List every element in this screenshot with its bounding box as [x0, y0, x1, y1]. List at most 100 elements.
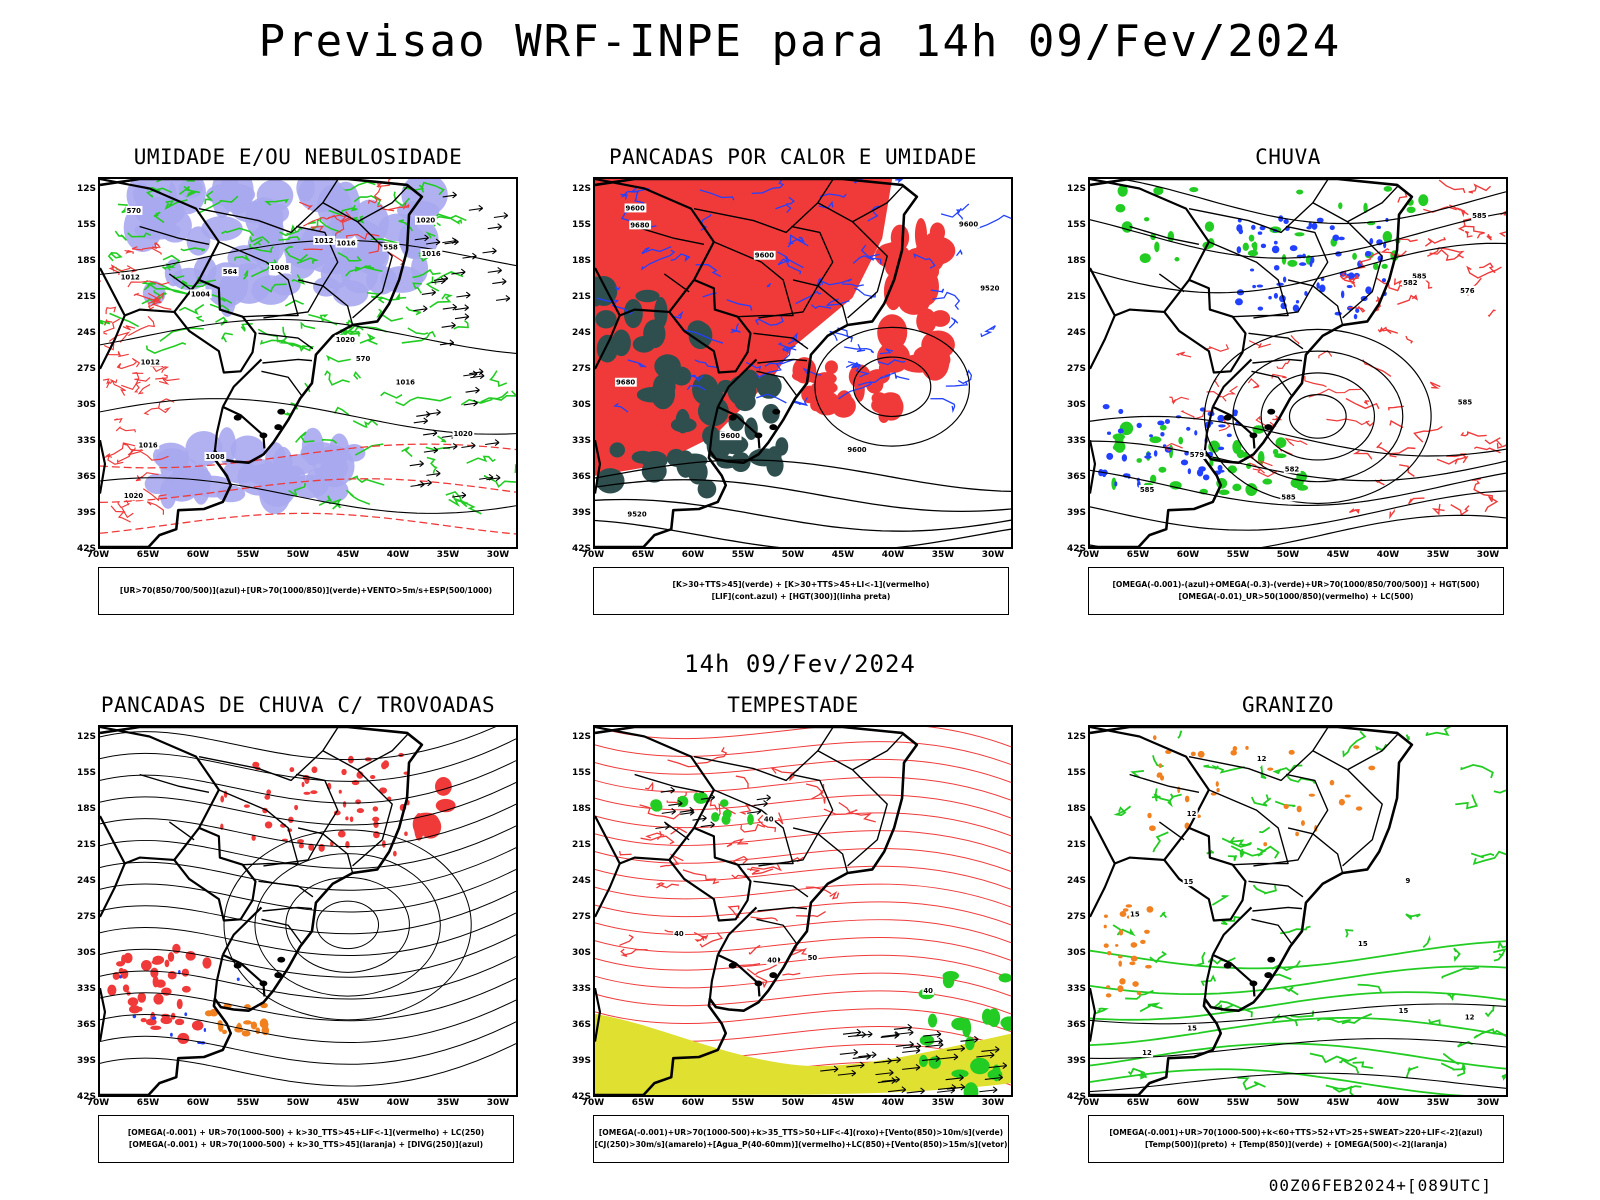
field-blob: [1242, 242, 1249, 251]
lat-tick-label: 24S: [571, 328, 591, 338]
lake-mark: [233, 414, 242, 421]
field-blob: [1292, 304, 1300, 312]
field-blob: [1106, 431, 1112, 435]
field-blob: [174, 1018, 185, 1026]
state-border: [139, 225, 210, 245]
contour-fragment: [359, 333, 378, 345]
contour-fragment: [1252, 468, 1277, 478]
wind-vector: [960, 1035, 979, 1043]
lat-tick-label: 39S: [571, 508, 591, 518]
label-bg: [762, 814, 775, 824]
contour-fragment: [957, 369, 973, 385]
contour-fragment: [137, 383, 151, 395]
contour-fragment: [1113, 805, 1132, 817]
field-blob: [913, 345, 943, 366]
field-blob: [1147, 812, 1152, 819]
field-blob: [756, 373, 782, 399]
country-border: [1090, 315, 1116, 370]
field-blob: [1159, 775, 1165, 781]
field-blob: [1334, 311, 1342, 316]
contour-fragment: [619, 934, 634, 946]
field-blob: [1308, 222, 1313, 229]
field-blob: [1289, 245, 1298, 252]
field-blob: [372, 806, 379, 812]
contour-fragment: [1094, 1007, 1109, 1015]
contour-fragment: [913, 253, 936, 269]
label-bg: [313, 235, 336, 245]
contour-fragment: [363, 264, 383, 273]
field-blob: [1319, 284, 1326, 293]
isoline-label: 9520: [979, 283, 1002, 293]
field-blob: [734, 392, 756, 412]
contour-fragment: [1204, 344, 1230, 352]
country-border: [595, 439, 602, 494]
isoline-label-text: 9680: [616, 379, 635, 387]
lat-tick-label: 33S: [76, 984, 96, 994]
field-blob: [311, 766, 318, 774]
lon-tick-label: 40W: [1376, 1098, 1400, 1108]
contour-fragment: [945, 381, 969, 387]
contour-fragment: [325, 354, 351, 363]
lon-tick-label: 60W: [1176, 1098, 1200, 1108]
field-blob: [1232, 483, 1242, 492]
wind-vector: [426, 408, 441, 416]
state-border: [1312, 184, 1400, 223]
field-blob: [1283, 803, 1289, 810]
lake-mark: [1267, 956, 1276, 963]
state-border: [352, 221, 393, 319]
contour-fragment: [1413, 425, 1443, 443]
lat-tick-label: 12S: [76, 184, 96, 194]
isoline-label-text: 12: [1465, 1014, 1475, 1022]
label-bg: [382, 242, 400, 252]
wind-vector: [468, 204, 484, 212]
field-blob: [1267, 767, 1274, 771]
field-blob: [697, 479, 717, 499]
country-border: [1090, 439, 1097, 494]
contour-fragment: [318, 495, 333, 507]
wind-streamline: [595, 776, 1011, 801]
contour-fragment: [660, 853, 684, 868]
contour-fragment: [1389, 419, 1404, 429]
contour-fragment: [107, 251, 123, 262]
field-blob: [1332, 234, 1340, 242]
field-blob: [118, 975, 123, 979]
lat-tick-label: 12S: [571, 732, 591, 742]
isoline-label-text: 1008: [270, 264, 289, 272]
isoline-label: 9600: [719, 431, 742, 440]
contour-fragment: [817, 278, 853, 286]
contour-fragment: [351, 215, 365, 224]
contour-fragment: [327, 211, 352, 223]
contour-fragment: [756, 359, 787, 378]
contour-fragment: [354, 443, 384, 456]
wind-streamline: [595, 954, 1011, 979]
field-blob: [1149, 825, 1156, 832]
state-border: [261, 370, 303, 397]
isoline-label: 585: [1471, 211, 1489, 220]
lat-tick-label: 36S: [76, 472, 96, 482]
contour-fragment: [110, 379, 118, 384]
coastline: [1090, 727, 1414, 1095]
country-border: [716, 906, 758, 956]
contour-fragment: [146, 187, 173, 198]
field-blob: [1139, 253, 1151, 264]
state-border: [634, 225, 705, 245]
lake-mark: [277, 956, 286, 963]
contour-fragment: [343, 181, 376, 192]
contour-fragment: [699, 189, 735, 201]
label-bg: [626, 509, 649, 519]
isoline-label: 582: [1402, 277, 1419, 287]
lake-mark: [772, 408, 781, 415]
isoline-label: 1004: [189, 289, 212, 298]
contour-fragment: [117, 499, 130, 509]
panel-title: CHUVA: [1255, 145, 1321, 169]
field-blob: [1251, 224, 1256, 230]
field-blob: [1353, 313, 1358, 320]
lat-tick-label: 36S: [1066, 472, 1086, 482]
isoline: [1090, 965, 1506, 995]
lat-tick-label: 18S: [1066, 804, 1086, 814]
lon-axis: 70W 65W 60W 55W 50W 45W 40W 35W 30W: [582, 550, 1013, 562]
field-blob: [264, 821, 273, 829]
field-blob: [251, 834, 256, 841]
field-blob: [220, 795, 225, 803]
